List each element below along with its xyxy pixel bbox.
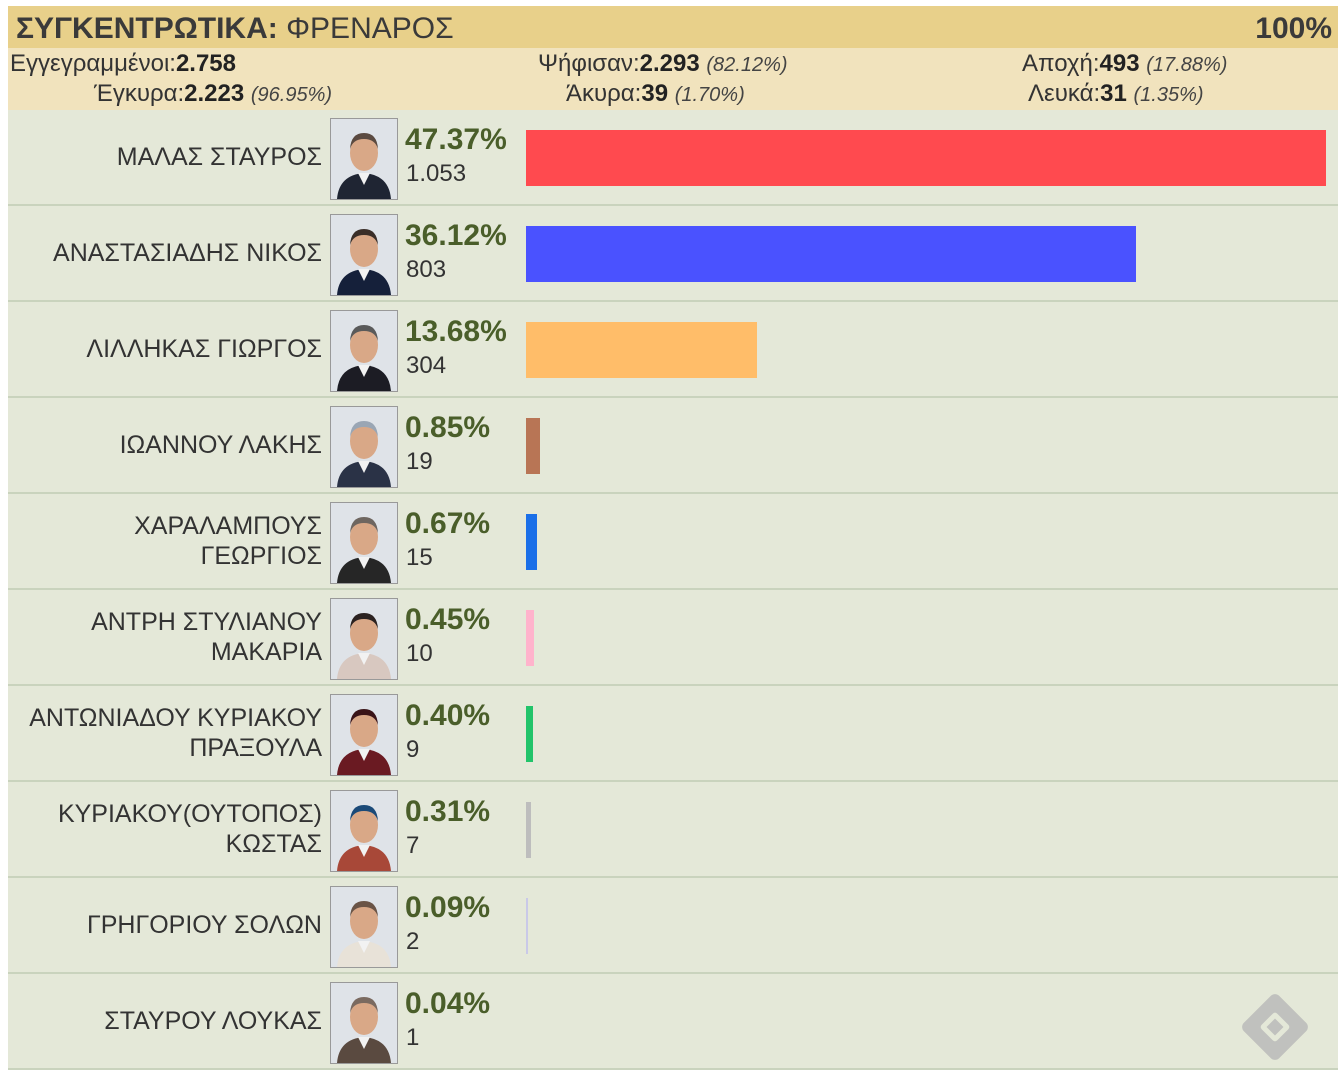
vote-count: 1 <box>406 1024 420 1051</box>
vote-bar <box>526 802 531 858</box>
candidate-results: ΜΑΛΑΣ ΣΤΑΥΡΟΣ 47.37% 1.053 ΑΝΑΣΤΑΣΙΑΔΗΣ ΝΙΚ… <box>8 110 1338 1070</box>
candidate-photo <box>330 886 398 968</box>
area-name: ΦΡΕΝΑΡΟΣ <box>286 12 454 45</box>
stat-invalid: Άκυρα:39 (1.70%) <box>566 80 745 107</box>
vote-count: 9 <box>406 736 420 763</box>
candidate-photo <box>330 598 398 680</box>
candidate-row: ΙΩΑΝΝΟΥ ΛΑΚΗΣ 0.85% 19 <box>8 398 1338 494</box>
candidate-photo <box>330 790 398 872</box>
candidate-row: ΛΙΛΛΗΚΑΣ ΓΙΩΡΓΟΣ 13.68% 304 <box>8 302 1338 398</box>
candidate-name: ΛΙΛΛΗΚΑΣ ΓΙΩΡΓΟΣ <box>86 335 322 363</box>
vote-percent: 36.12% <box>405 219 507 252</box>
candidate-name: ΑΝΤΡΗ ΣΤΥΛΙΑΝΟΥ ΜΑΚΑΡΙΑ <box>91 608 322 666</box>
stat-blank: Λευκά:31 (1.35%) <box>1028 80 1204 107</box>
stat-abstention: Αποχή:493 (17.88%) <box>1022 50 1228 77</box>
vote-percent: 13.68% <box>405 315 507 348</box>
candidate-photo <box>330 694 398 776</box>
vote-bar <box>526 130 1326 186</box>
candidate-name: ΓΡΗΓΟΡΙΟΥ ΣΟΛΩΝ <box>86 911 322 939</box>
vote-count: 1.053 <box>406 160 467 187</box>
candidate-photo <box>330 214 398 296</box>
vote-bar <box>526 706 533 762</box>
candidate-name: ΚΥΡΙΑΚΟΥ(ΟΥΤΟΠΟΣ) ΚΩΣΤΑΣ <box>57 800 322 858</box>
vote-percent: 0.85% <box>405 411 491 444</box>
candidate-name: ΙΩΑΝΝΟΥ ΛΑΚΗΣ <box>119 431 322 459</box>
vote-bar <box>526 898 528 954</box>
vote-percent: 0.67% <box>405 507 491 540</box>
candidate-row: ΓΡΗΓΟΡΙΟΥ ΣΟΛΩΝ 0.09% 2 <box>8 878 1338 974</box>
page-title: ΣΥΓΚΕΝΤΡΩΤΙΚΑ: ΦΡΕΝΑΡΟΣ <box>16 12 454 46</box>
results-header: ΣΥΓΚΕΝΤΡΩΤΙΚΑ: ΦΡΕΝΑΡΟΣ 100% <box>8 6 1338 48</box>
stat-valid: Έγκυρα:2.223 (96.95%) <box>94 80 333 107</box>
candidate-row: ΚΥΡΙΑΚΟΥ(ΟΥΤΟΠΟΣ) ΚΩΣΤΑΣ 0.31% 7 <box>8 782 1338 878</box>
candidate-photo <box>330 406 398 488</box>
candidate-name: ΑΝΑΣΤΑΣΙΑΔΗΣ ΝΙΚΟΣ <box>53 239 322 267</box>
vote-percent: 0.45% <box>405 603 491 636</box>
vote-count: 803 <box>406 256 447 283</box>
candidate-photo <box>330 118 398 200</box>
candidate-row: ΑΝΤΩΝΙΑΔΟΥ ΚΥΡΙΑΚΟΥ ΠΡΑΞΟΥΛΑ 0.40% 9 <box>8 686 1338 782</box>
vote-percent: 0.04% <box>405 987 491 1020</box>
candidate-photo <box>330 982 398 1064</box>
vote-bar <box>526 322 757 378</box>
candidate-row: ΑΝΤΡΗ ΣΤΥΛΙΑΝΟΥ ΜΑΚΑΡΙΑ 0.45% 10 <box>8 590 1338 686</box>
vote-count: 2 <box>406 928 420 955</box>
vote-percent: 0.40% <box>405 699 491 732</box>
turnout-stats: Εγγεγραμμένοι:2.758 Έγκυρα:2.223 (96.95%… <box>8 48 1338 112</box>
vote-bar <box>526 226 1136 282</box>
candidate-photo <box>330 310 398 392</box>
stat-voted: Ψήφισαν:2.293 (82.12%) <box>538 50 788 77</box>
candidate-row: ΣΤΑΥΡΟΥ ΛΟΥΚΑΣ 0.04% 1 <box>8 974 1338 1070</box>
vote-count: 10 <box>406 640 433 667</box>
candidate-name: ΧΑΡΑΛΑΜΠΟΥΣ ΓΕΩΡΓΙΟΣ <box>134 512 322 570</box>
candidate-name: ΣΤΑΥΡΟΥ ΛΟΥΚΑΣ <box>104 1007 322 1035</box>
candidate-row: ΜΑΛΑΣ ΣΤΑΥΡΟΣ 47.37% 1.053 <box>8 110 1338 206</box>
vote-count: 15 <box>406 544 433 571</box>
vote-percent: 0.09% <box>405 891 491 924</box>
vote-bar <box>526 994 528 1050</box>
candidate-row: ΑΝΑΣΤΑΣΙΑΔΗΣ ΝΙΚΟΣ 36.12% 803 <box>8 206 1338 302</box>
vote-percent: 47.37% <box>405 123 507 156</box>
candidate-name: ΑΝΤΩΝΙΑΔΟΥ ΚΥΡΙΑΚΟΥ ΠΡΑΞΟΥΛΑ <box>29 704 322 762</box>
vote-bar <box>526 610 534 666</box>
stat-registered: Εγγεγραμμένοι:2.758 <box>10 50 236 77</box>
vote-bar <box>526 418 540 474</box>
candidate-name: ΜΑΛΑΣ ΣΤΑΥΡΟΣ <box>116 143 322 171</box>
vote-count: 19 <box>406 448 433 475</box>
candidate-row: ΧΑΡΑΛΑΜΠΟΥΣ ΓΕΩΡΓΙΟΣ 0.67% 15 <box>8 494 1338 590</box>
counted-percent: 100% <box>1255 12 1332 45</box>
vote-count: 7 <box>406 832 420 859</box>
title-prefix: ΣΥΓΚΕΝΤΡΩΤΙΚΑ: <box>16 12 278 45</box>
vote-bar <box>526 514 537 570</box>
vote-percent: 0.31% <box>405 795 491 828</box>
candidate-photo <box>330 502 398 584</box>
vote-count: 304 <box>406 352 447 379</box>
